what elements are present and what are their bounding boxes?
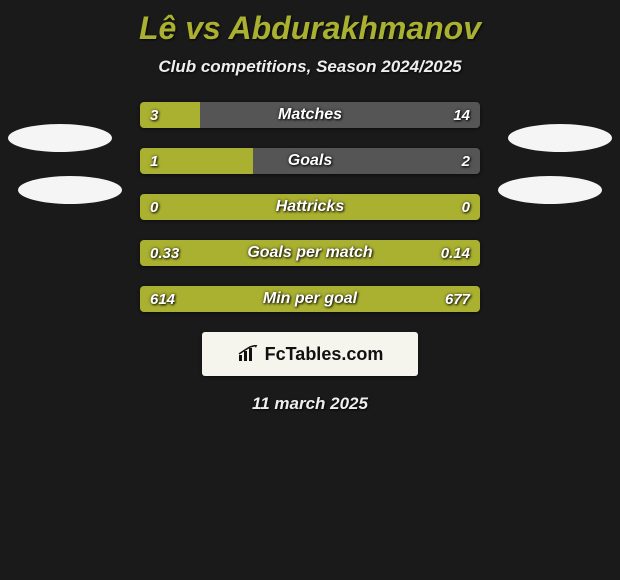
stat-bar-left-segment <box>140 286 480 312</box>
stat-bars: Matches314 Goals12 Hattricks00 Goals per ma… <box>140 102 480 312</box>
stat-row: Matches314 <box>140 102 480 128</box>
stat-row: Hattricks00 <box>140 194 480 220</box>
stat-bar-right-segment <box>253 148 480 174</box>
left-player-oval <box>18 176 122 204</box>
stat-row: Goals per match0.330.14 <box>140 240 480 266</box>
stat-bar-left-segment <box>140 194 480 220</box>
page-subtitle: Club competitions, Season 2024/2025 <box>0 57 620 77</box>
page-title: Lê vs Abdurakhmanov <box>0 0 620 47</box>
brand-text: FcTables.com <box>265 344 384 365</box>
right-player-oval <box>498 176 602 204</box>
date-label: 11 march 2025 <box>0 394 620 414</box>
stat-bar-left-segment <box>140 240 480 266</box>
stat-bar-left-segment <box>140 148 253 174</box>
chart-icon <box>237 345 259 363</box>
left-player-oval <box>8 124 112 152</box>
stat-bar-left-segment <box>140 102 200 128</box>
comparison-infographic: Lê vs Abdurakhmanov Club competitions, S… <box>0 0 620 580</box>
stat-row: Goals12 <box>140 148 480 174</box>
stat-row: Min per goal614677 <box>140 286 480 312</box>
right-player-oval <box>508 124 612 152</box>
brand-badge: FcTables.com <box>202 332 418 376</box>
stat-bar-right-segment <box>200 102 480 128</box>
